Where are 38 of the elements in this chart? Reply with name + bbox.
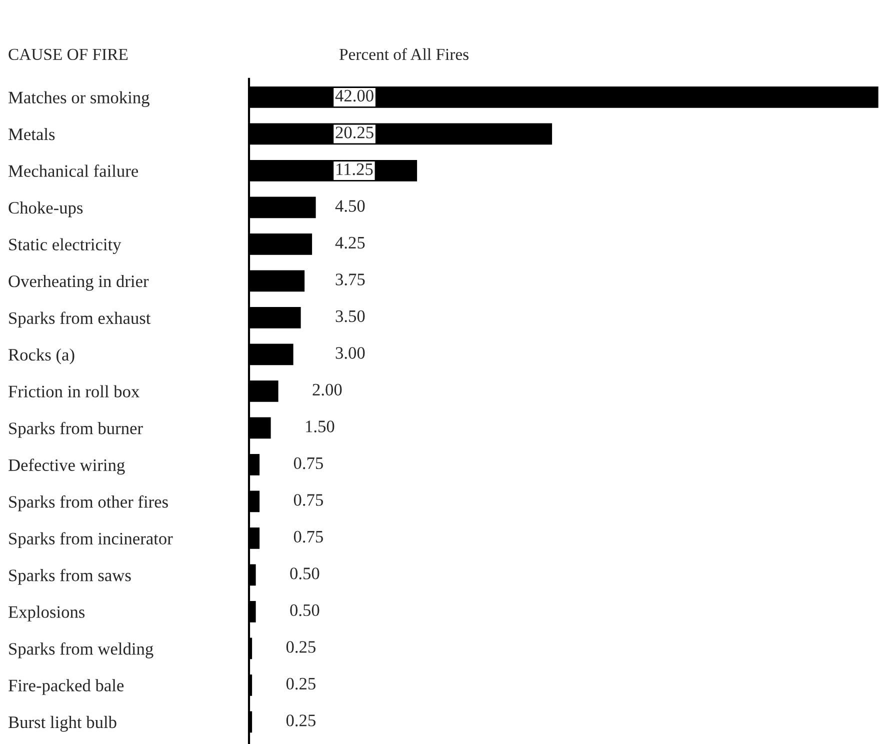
data-label: 0.50 [290,568,320,580]
data-label: 0.75 [294,494,323,506]
y-tick-label: Fire-packed bale [8,679,124,695]
y-tick-label: Defective wiring [8,458,125,475]
y-tick-label: Overheating in drier [8,274,149,291]
data-label: 0.75 [294,457,323,470]
data-label: 2.00 [312,384,342,396]
y-tick-label: Metals [8,128,55,140]
y-tick-label: Friction in roll box [8,385,140,398]
y-tick-label: Sparks from burner [9,422,143,438]
data-label: 0.25 [286,678,316,690]
y-tick-label: Mechanical failure [8,164,138,177]
data-label: 0.25 [286,714,316,726]
data-label: 42.00 [335,90,374,102]
y-tick-label: Explosions [8,606,85,622]
data-label: 3.00 [336,347,365,359]
y-tick-label: Sparks from exhaust [9,312,151,328]
y-tick-label: Sparks from incinerator [9,532,173,548]
y-tick-label: Sparks from welding [9,642,154,658]
y-tick-label: Matches or smoking [8,91,150,108]
y-tick-label: Choke-ups [8,201,83,218]
data-label: 4.25 [335,236,365,249]
data-label: 3.75 [336,274,365,286]
y-tick-label: Rocks (a) [8,348,74,364]
y-tick-label: Sparks from saws [9,568,131,585]
data-label: 20.25 [336,126,374,138]
x-axis-title: Percent of All Fires [339,48,468,60]
y-tick-label: Static electricity [9,238,122,254]
data-label: 4.50 [335,200,365,212]
y-tick-label: Burst light bulb [8,716,116,732]
data-label: 0.50 [290,604,320,616]
data-label: 11.25 [336,163,373,176]
data-label: 3.50 [336,310,365,322]
data-label: 1.50 [306,420,334,432]
data-label: 0.75 [294,530,323,543]
y-axis-title: CAUSE OF FIRE [8,48,128,60]
y-tick-label: Sparks from other fires [9,495,168,512]
data-label: 0.25 [286,641,316,653]
